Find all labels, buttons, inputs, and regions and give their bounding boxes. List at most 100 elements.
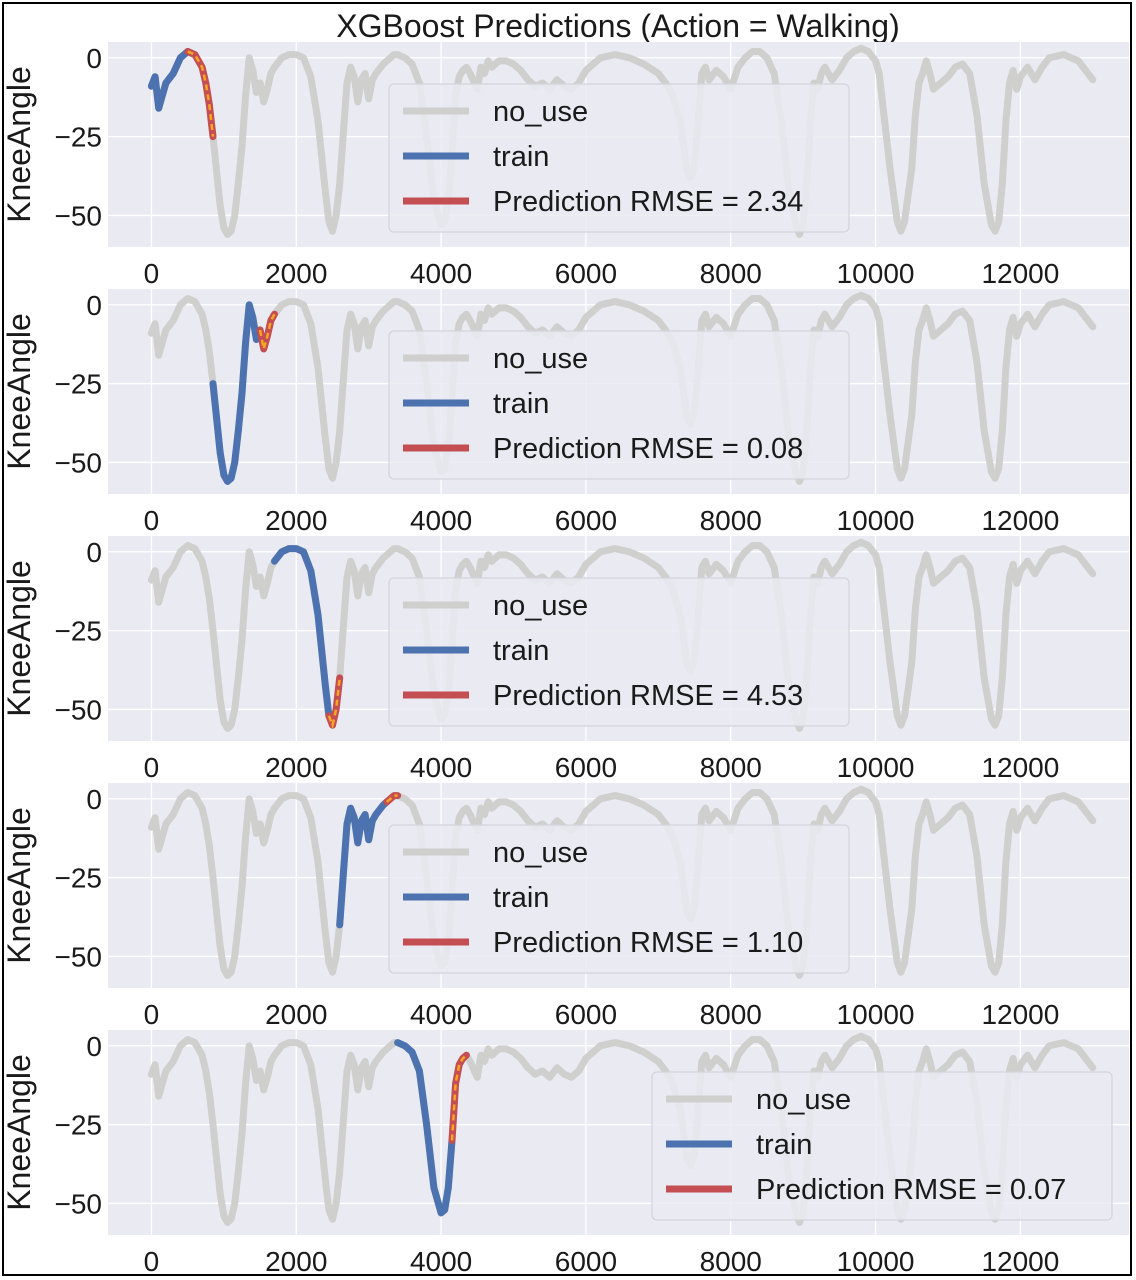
legend-entry-prediction-label: Prediction RMSE = 0.07 <box>756 1174 1066 1206</box>
y-axis-label: KneeAngle <box>4 313 37 470</box>
x-tick-label: 8000 <box>700 999 762 1030</box>
prediction-overlay-line <box>187 50 215 137</box>
legend-box <box>388 83 850 233</box>
x-tick-label: 4000 <box>410 1246 472 1274</box>
x-tick-label: 2000 <box>265 752 327 783</box>
x-tick-label: 2000 <box>265 505 327 536</box>
x-tick-label: 4000 <box>410 752 472 783</box>
y-axis-label: KneeAngle <box>4 807 37 964</box>
y-tick-label: −25 <box>55 369 103 400</box>
train-line <box>209 301 264 485</box>
x-tick-label: 8000 <box>700 752 762 783</box>
x-tick-label: 2000 <box>265 999 327 1030</box>
legend-entry-train-label: train <box>493 388 549 420</box>
x-tick-label: 10000 <box>837 505 915 536</box>
legend-box <box>388 824 850 974</box>
x-tick-label: 10000 <box>837 1246 915 1274</box>
train-line <box>394 1039 456 1217</box>
train-line <box>147 48 192 112</box>
prediction-overlay-line <box>258 313 276 350</box>
y-tick-label: 0 <box>86 784 102 815</box>
x-tick-label: 4000 <box>410 999 472 1030</box>
x-tick-label: 6000 <box>555 999 617 1030</box>
subplot-4: 0 2000 4000 6000 8000 10000 12000 0 −25 −50 KneeAn… <box>4 783 1129 1030</box>
x-tick-label: 0 <box>144 505 160 536</box>
y-axis-label: KneeAngle <box>4 66 37 223</box>
legend-entry-prediction-label: Prediction RMSE = 1.10 <box>493 927 803 959</box>
train-line <box>336 798 391 929</box>
y-tick-label: −25 <box>55 863 103 894</box>
legend-entry-prediction-label: Prediction RMSE = 4.53 <box>493 680 803 712</box>
x-tick-label: 8000 <box>700 258 762 289</box>
prediction-overlay-line <box>385 794 398 803</box>
legend-entry-train-label: train <box>493 882 549 914</box>
y-tick-label: 0 <box>86 43 102 74</box>
subplot-3: 0 2000 4000 6000 8000 10000 12000 0 −25 −50 KneeAn… <box>4 536 1129 783</box>
y-axis-label: KneeAngle <box>4 560 37 717</box>
legend-box <box>388 577 850 727</box>
chart-title: XGBoost Predictions (Action = Walking) <box>336 8 899 44</box>
x-tick-label: 12000 <box>981 1246 1059 1274</box>
x-tick-label: 0 <box>144 752 160 783</box>
x-tick-label: 10000 <box>837 258 915 289</box>
x-tick-label: 10000 <box>837 752 915 783</box>
legend-entry-prediction-label: Prediction RMSE = 2.34 <box>493 186 803 218</box>
series-lines <box>147 1032 1097 1226</box>
y-tick-label: −25 <box>55 1110 103 1141</box>
x-tick-label: 6000 <box>555 1246 617 1274</box>
x-tick-label: 4000 <box>410 258 472 289</box>
x-tick-label: 12000 <box>981 258 1059 289</box>
x-tick-label: 6000 <box>555 258 617 289</box>
legend-entry-no-use-label: no_use <box>493 343 588 375</box>
prediction-overlay-line <box>450 1054 468 1141</box>
x-tick-label: 2000 <box>265 1246 327 1274</box>
legend-entry-prediction-label: Prediction RMSE = 0.08 <box>493 433 803 465</box>
y-tick-label: 0 <box>86 1031 102 1062</box>
legend-box <box>388 330 850 480</box>
x-tick-label: 8000 <box>700 1246 762 1274</box>
train-line <box>271 545 333 720</box>
subplot-1: 0 2000 4000 6000 8000 10000 12000 0 −25 −50 KneeAn… <box>4 42 1129 289</box>
y-tick-label: 0 <box>86 290 102 321</box>
prediction-overlay-line <box>327 677 341 730</box>
x-tick-label: 10000 <box>837 999 915 1030</box>
legend-entry-no-use-label: no_use <box>493 590 588 622</box>
x-tick-label: 0 <box>144 1246 160 1274</box>
x-tick-label: 12000 <box>981 752 1059 783</box>
y-tick-label: 0 <box>86 537 102 568</box>
x-tick-label: 6000 <box>555 505 617 536</box>
legend-entry-no-use-label: no_use <box>493 837 588 869</box>
figure-canvas: XGBoost Predictions (Action = Walking) 0… <box>4 8 1129 1274</box>
x-tick-label: 0 <box>144 999 160 1030</box>
x-tick-label: 8000 <box>700 505 762 536</box>
legend-entry-no-use-label: no_use <box>756 1084 851 1116</box>
x-tick-label: 4000 <box>410 505 472 536</box>
subplot-5: 0 2000 4000 6000 8000 10000 12000 0 −25 −50 KneeAn… <box>4 1030 1129 1274</box>
x-tick-label: 6000 <box>555 752 617 783</box>
legend-entry-train-label: train <box>493 635 549 667</box>
y-tick-label: −25 <box>55 616 103 647</box>
y-tick-label: −50 <box>55 200 103 231</box>
x-tick-label: 2000 <box>265 258 327 289</box>
x-tick-label: 12000 <box>981 505 1059 536</box>
y-axis-label: KneeAngle <box>4 1054 37 1211</box>
x-tick-label: 12000 <box>981 999 1059 1030</box>
x-tick-label: 0 <box>144 258 160 289</box>
subplot-2: 0 2000 4000 6000 8000 10000 12000 0 −25 −50 KneeAn… <box>4 289 1129 536</box>
no-use-line <box>147 1032 1097 1226</box>
y-tick-label: −50 <box>55 1188 103 1219</box>
legend-entry-no-use-label: no_use <box>493 96 588 128</box>
y-tick-label: −50 <box>55 941 103 972</box>
y-tick-label: −50 <box>55 447 103 478</box>
legend-entry-train-label: train <box>756 1129 812 1161</box>
y-tick-label: −50 <box>55 694 103 725</box>
legend-entry-train-label: train <box>493 141 549 173</box>
y-tick-label: −25 <box>55 122 103 153</box>
legend-box <box>651 1071 1113 1221</box>
